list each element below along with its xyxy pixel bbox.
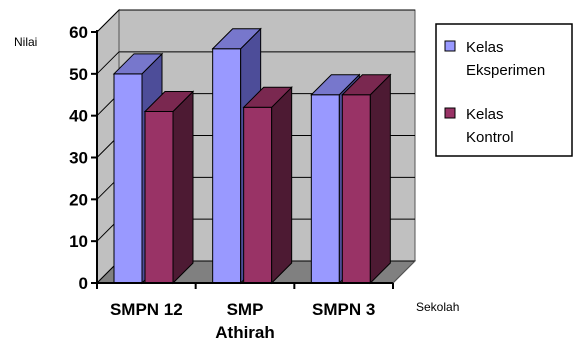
bar-top [211, 28, 262, 50]
x-tick-label-line: SMP [227, 300, 264, 319]
y-tick-label: 10 [69, 232, 88, 251]
legend: Kelas Eksperimen Kelas Kontrol [435, 23, 573, 157]
gridline [96, 51, 415, 75]
x-tick-label-line: Athirah [215, 323, 275, 342]
bar [212, 48, 242, 284]
x-tick-label: SMP Athirah [215, 300, 275, 342]
bar-top [341, 74, 392, 96]
floor-edge [392, 260, 416, 284]
bar-side [271, 86, 293, 285]
bar [113, 73, 143, 284]
y-tick-label: 0 [79, 274, 88, 293]
x-tick-label-line: SMPN 12 [110, 300, 183, 319]
labels: 0 10 20 30 40 50 60 SMPN 12 SMP Athirah SMPN 3 Nila… [14, 23, 459, 342]
y-tick-label: 60 [69, 23, 88, 42]
gridline [96, 9, 415, 33]
x-tick-label: SMPN 12 [110, 300, 183, 319]
y-tick-label: 20 [69, 190, 88, 209]
y-tick-label: 50 [69, 65, 88, 84]
legend-box [435, 23, 573, 157]
y-tick-label: 30 [69, 149, 88, 168]
legend-swatch [444, 107, 456, 119]
legend-label-line: Kelas [466, 39, 504, 56]
bar [243, 106, 273, 284]
legend-label-line: Kelas [466, 106, 504, 123]
x-axis-title: Sekolah [416, 300, 459, 314]
legend-label: Kelas Eksperimen [466, 39, 545, 79]
bar-top [143, 90, 195, 112]
bar-top [242, 86, 293, 108]
y-axis-title: Nilai [14, 35, 37, 49]
bar [341, 94, 371, 284]
bars [112, 27, 392, 285]
legend-swatch [444, 40, 456, 52]
axes [91, 30, 416, 289]
y-tick-label: 40 [69, 107, 88, 126]
legend-label-line: Eksperimen [466, 62, 545, 79]
x-tick-label-line: SMPN 3 [312, 300, 375, 319]
bar-side [369, 73, 391, 285]
bar-top [112, 53, 164, 75]
bar-top [310, 74, 361, 96]
legend-label: Kelas Kontrol [466, 106, 514, 146]
bar [144, 110, 174, 284]
bar-side [172, 90, 194, 285]
legend-label-line: Kontrol [466, 129, 514, 146]
x-tick-label: SMPN 3 [312, 300, 375, 319]
bar [310, 94, 340, 284]
